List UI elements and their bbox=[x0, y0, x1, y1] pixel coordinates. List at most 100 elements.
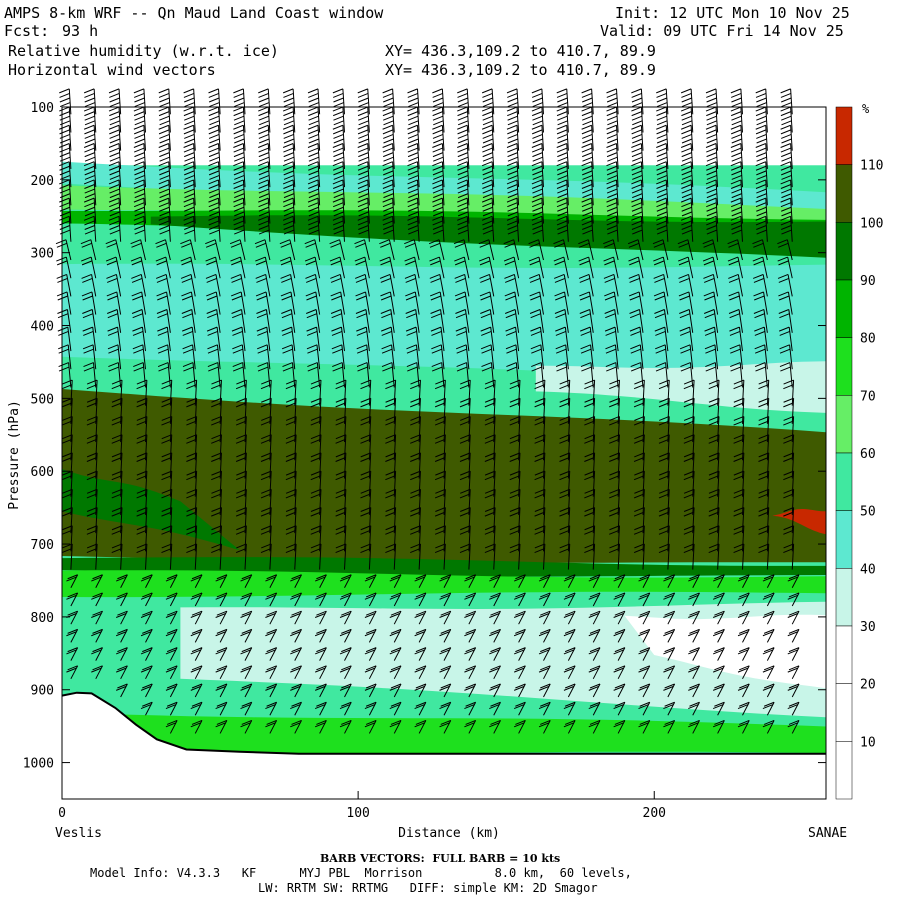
wind-barb bbox=[780, 197, 793, 224]
wind-barb bbox=[165, 647, 178, 661]
wind-barb bbox=[509, 379, 521, 406]
wind-barb bbox=[186, 525, 198, 552]
wind-barb bbox=[703, 273, 719, 297]
wind-barb bbox=[584, 507, 596, 534]
wind-barb bbox=[357, 161, 370, 188]
wind-barb bbox=[456, 362, 470, 388]
wind-barb bbox=[285, 470, 297, 497]
wind-barb bbox=[658, 434, 670, 461]
wind-barb bbox=[658, 507, 670, 534]
wind-barb bbox=[459, 452, 471, 479]
wind-barb bbox=[563, 628, 576, 643]
wind-barb bbox=[211, 507, 222, 534]
wind-barb bbox=[410, 507, 421, 534]
wind-barb bbox=[454, 291, 470, 315]
wind-barb bbox=[235, 397, 247, 424]
wind-barb bbox=[385, 397, 397, 424]
wind-barb bbox=[787, 574, 800, 588]
wind-barb bbox=[654, 309, 669, 333]
wind-barb bbox=[688, 628, 700, 643]
wind-barb bbox=[609, 488, 620, 515]
wind-barb bbox=[161, 452, 173, 479]
wind-barb bbox=[505, 326, 520, 352]
wind-barb bbox=[115, 683, 128, 698]
wind-barb bbox=[663, 647, 676, 661]
wind-barb bbox=[704, 326, 719, 352]
wind-barb bbox=[434, 488, 446, 515]
wind-barb bbox=[683, 488, 695, 515]
wind-barb bbox=[609, 434, 620, 461]
wind-barb bbox=[683, 379, 695, 406]
wind-barb bbox=[563, 701, 576, 716]
wind-barb bbox=[136, 416, 148, 443]
wind-barb bbox=[506, 88, 520, 115]
wind-barb bbox=[663, 574, 676, 588]
wind-barb bbox=[638, 647, 651, 661]
wind-barb bbox=[410, 525, 421, 552]
wind-barb bbox=[414, 592, 427, 607]
wind-barb bbox=[534, 416, 546, 443]
wind-barb bbox=[559, 434, 571, 461]
colorbar-label: 60 bbox=[860, 447, 876, 462]
wind-barb bbox=[655, 344, 669, 370]
wind-barb bbox=[186, 470, 198, 497]
wind-barb bbox=[656, 161, 669, 188]
wind-barb bbox=[310, 434, 322, 461]
wind-barb bbox=[513, 628, 526, 643]
wind-barb bbox=[233, 197, 246, 224]
wind-barb bbox=[783, 397, 795, 424]
wind-barb bbox=[609, 543, 620, 570]
wind-barb bbox=[609, 379, 620, 406]
y-tick-label: 1000 bbox=[23, 757, 54, 772]
wind-barb bbox=[83, 124, 97, 151]
wind-barb bbox=[678, 291, 694, 315]
wind-barb bbox=[314, 719, 327, 734]
wind-barb bbox=[158, 143, 171, 169]
wind-barb bbox=[360, 525, 372, 552]
wind-barb bbox=[603, 256, 619, 279]
wind-barb bbox=[231, 326, 246, 352]
wind-barb bbox=[588, 719, 601, 734]
wind-barb bbox=[133, 106, 147, 133]
wind-barb bbox=[136, 452, 148, 479]
wind-barb bbox=[80, 239, 97, 261]
wind-barb bbox=[730, 197, 743, 224]
wind-barb bbox=[335, 416, 347, 443]
wind-barb bbox=[728, 291, 743, 315]
wind-barb bbox=[531, 215, 544, 242]
wind-barb bbox=[380, 291, 395, 315]
wind-barb bbox=[310, 379, 322, 406]
wind-barb bbox=[280, 291, 296, 315]
wind-barb bbox=[559, 543, 571, 570]
wind-barb bbox=[787, 719, 800, 734]
wind-barb bbox=[357, 215, 370, 242]
wind-barb bbox=[86, 397, 98, 424]
wind-barb bbox=[381, 326, 395, 352]
wind-barb bbox=[190, 701, 203, 716]
wind-barb bbox=[683, 525, 695, 552]
wind-barb bbox=[481, 124, 495, 151]
wind-barb bbox=[554, 309, 569, 333]
wind-barb bbox=[290, 701, 302, 716]
wind-barb bbox=[165, 574, 178, 588]
wind-barb bbox=[481, 88, 495, 115]
wind-barb bbox=[658, 397, 670, 424]
wind-barb bbox=[133, 124, 147, 151]
wind-barb bbox=[140, 647, 153, 661]
wind-barb bbox=[489, 610, 501, 625]
wind-barb bbox=[506, 215, 520, 242]
wind-barb bbox=[405, 291, 420, 315]
wind-barb bbox=[407, 143, 420, 169]
wind-barb bbox=[606, 88, 619, 115]
wind-barb bbox=[233, 143, 246, 169]
wind-barb bbox=[81, 291, 97, 315]
wind-barb bbox=[758, 543, 770, 570]
wind-barb bbox=[115, 665, 128, 680]
wind-barb bbox=[534, 452, 546, 479]
wind-barb bbox=[136, 379, 148, 406]
wind-barb bbox=[86, 470, 98, 497]
wind-barb bbox=[737, 701, 750, 716]
wind-barb bbox=[680, 88, 694, 115]
wind-barb bbox=[414, 628, 427, 643]
wind-barb bbox=[737, 647, 750, 661]
